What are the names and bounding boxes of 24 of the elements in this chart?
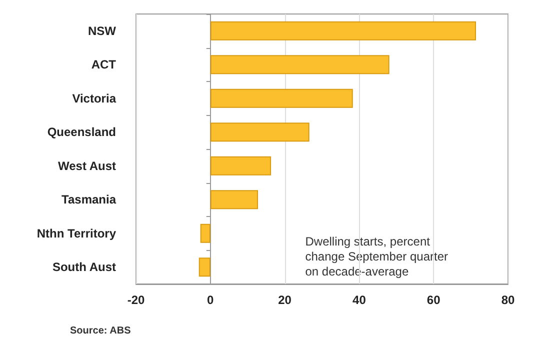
x-tick-label: 60 [426, 293, 441, 307]
x-tick-label: -20 [127, 293, 145, 307]
bar [210, 156, 272, 176]
bar [198, 258, 210, 277]
bar [210, 88, 353, 108]
bar [210, 55, 390, 74]
y-tick-label: Nthn Territory [36, 226, 116, 240]
y-tick-label: ACT [91, 58, 117, 72]
y-tick-label: West Aust [58, 158, 116, 173]
bar [210, 21, 476, 40]
y-tick-label: South Aust [52, 260, 116, 274]
y-tick-label: NSW [88, 24, 117, 38]
bar [210, 122, 310, 142]
x-tick-label: 0 [207, 293, 214, 307]
source-note: Source: ABS [70, 326, 132, 336]
y-tick-label: Queensland [47, 125, 116, 140]
y-tick-label: Tasmania [62, 192, 116, 207]
x-tick-label: 80 [501, 293, 515, 307]
bar [210, 190, 258, 210]
annotation: Dwelling starts, percent change September quarter on decade-average [305, 234, 448, 278]
y-tick-label: Victoria [72, 91, 116, 106]
x-tick-label: 40 [352, 293, 366, 307]
x-tick-label: 20 [278, 293, 292, 307]
bar [200, 224, 210, 243]
